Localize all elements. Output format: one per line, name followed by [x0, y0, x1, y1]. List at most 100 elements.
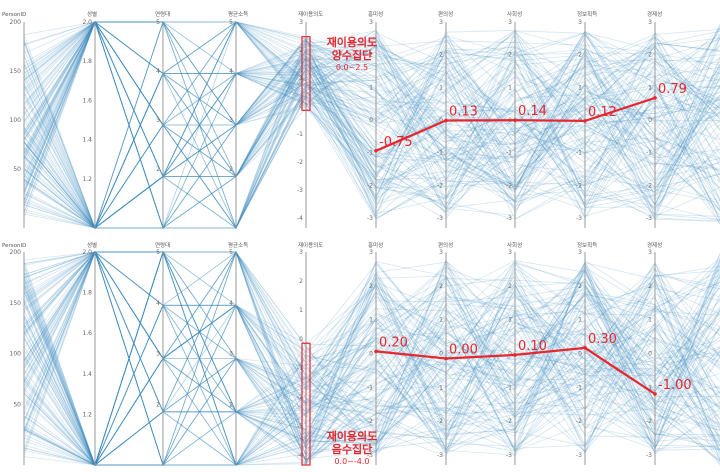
- tick-label: -2: [297, 159, 303, 166]
- tick-label: 1.4: [82, 137, 92, 144]
- axis-title: 성별: [87, 241, 97, 249]
- tick-label: -3: [646, 452, 652, 459]
- tick-label: 2: [439, 52, 443, 59]
- tick-label: 5: [156, 249, 160, 256]
- tick-label: -3: [367, 215, 373, 222]
- group-range-label: 0.0~2.5: [336, 63, 368, 72]
- tick-label: -2: [506, 182, 512, 189]
- mean-value-label: 0.20: [379, 335, 408, 350]
- tick-label: 2: [369, 283, 373, 290]
- tick-label: 1: [439, 84, 443, 91]
- panel-2: PersonID20015010050성별2.01.81.61.41.2연령대5…: [2, 241, 720, 467]
- tick-label: 2: [578, 283, 582, 290]
- tick-label: 1: [508, 317, 512, 324]
- tick-label: 1.6: [82, 97, 92, 104]
- tick-label: -1: [437, 150, 443, 157]
- tick-label: 3: [648, 249, 652, 256]
- tick-label: 0: [439, 351, 443, 358]
- tick-label: -3: [576, 215, 582, 222]
- tick-label: 0: [369, 117, 373, 124]
- tick-label: 3: [508, 249, 512, 256]
- tick-label: -2: [646, 418, 652, 425]
- tick-label: 0: [369, 351, 373, 358]
- axis-title: 편의성: [438, 10, 453, 18]
- tick-label: 3: [648, 19, 652, 26]
- brush-selection: [301, 36, 311, 111]
- tick-label: 1: [369, 84, 373, 91]
- tick-label: 1: [439, 317, 443, 324]
- mean-point: [374, 349, 378, 354]
- tick-label: 2: [578, 52, 582, 59]
- tick-label: 200: [10, 19, 22, 26]
- tick-label: 0: [648, 351, 652, 358]
- group-range-label: 0.0~-4.0: [334, 457, 369, 466]
- tick-label: 2: [648, 52, 652, 59]
- tick-label: 5: [156, 19, 160, 26]
- tick-label: 2: [156, 166, 160, 173]
- tick-label: -3: [506, 452, 512, 459]
- mean-value-label: 0.79: [658, 82, 687, 97]
- axis-title: 경제성: [647, 10, 662, 18]
- axis-title: 성별: [87, 10, 97, 18]
- axis-title: 재이용의도: [298, 241, 323, 249]
- axis-title: 연령대: [155, 10, 170, 18]
- tick-label: -1: [576, 384, 582, 391]
- group-label-line2: 음수집단: [332, 442, 372, 456]
- mean-point: [444, 118, 448, 123]
- tick-label: 1: [578, 317, 582, 324]
- tick-label: 1.8: [82, 58, 92, 65]
- tick-label: 1.8: [82, 290, 92, 297]
- tick-label: -1: [506, 384, 512, 391]
- tick-label: -3: [297, 423, 303, 430]
- tick-label: 0: [299, 336, 303, 343]
- tick-label: 0: [508, 351, 512, 358]
- tick-label: 100: [10, 117, 22, 124]
- tick-label: 2: [299, 47, 303, 54]
- tick-label: 3: [229, 117, 233, 124]
- tick-label: -1: [297, 365, 303, 372]
- tick-label: 150: [10, 300, 22, 307]
- tick-label: -1: [437, 384, 443, 391]
- tick-label: 5: [229, 249, 233, 256]
- tick-label: 2: [439, 283, 443, 290]
- tick-label: 1: [299, 307, 303, 314]
- tick-label: -2: [367, 418, 373, 425]
- tick-label: 3: [508, 19, 512, 26]
- tick-label: 4: [156, 300, 160, 307]
- tick-label: 2: [508, 52, 512, 59]
- tick-label: -3: [506, 215, 512, 222]
- tick-label: 4: [229, 300, 233, 307]
- tick-label: 3: [369, 19, 373, 26]
- group-label-line1: 재이용의도: [327, 35, 378, 49]
- axis-title: PersonID: [2, 243, 26, 249]
- tick-label: -3: [437, 452, 443, 459]
- tick-label: -2: [576, 418, 582, 425]
- mean-value-label: -1.00: [658, 378, 692, 393]
- tick-label: -4: [297, 215, 303, 222]
- axis-title: 흥미성: [368, 10, 383, 18]
- tick-label: 5: [229, 19, 233, 26]
- tick-label: 0: [299, 103, 303, 110]
- tick-label: -1: [646, 384, 652, 391]
- tick-label: 3: [369, 249, 373, 256]
- tick-label: 1: [369, 317, 373, 324]
- tick-label: -3: [367, 452, 373, 459]
- tick-label: 1: [648, 84, 652, 91]
- tick-label: 1.2: [82, 176, 92, 183]
- tick-label: 2: [369, 52, 373, 59]
- mean-point: [583, 119, 587, 123]
- mean-point: [513, 118, 517, 122]
- tick-label: 50: [13, 401, 21, 408]
- group-label-line1: 재이용의도: [327, 429, 378, 443]
- axis-title: 경제성: [647, 241, 662, 249]
- tick-label: 3: [299, 19, 303, 26]
- tick-label: 3: [439, 249, 443, 256]
- tick-label: -2: [646, 182, 652, 189]
- mean-point: [583, 346, 587, 350]
- axis-title: 평균소득: [228, 11, 248, 18]
- tick-label: -1: [646, 150, 652, 157]
- tick-label: 150: [10, 68, 22, 75]
- mean-value-label: 0.10: [518, 339, 547, 354]
